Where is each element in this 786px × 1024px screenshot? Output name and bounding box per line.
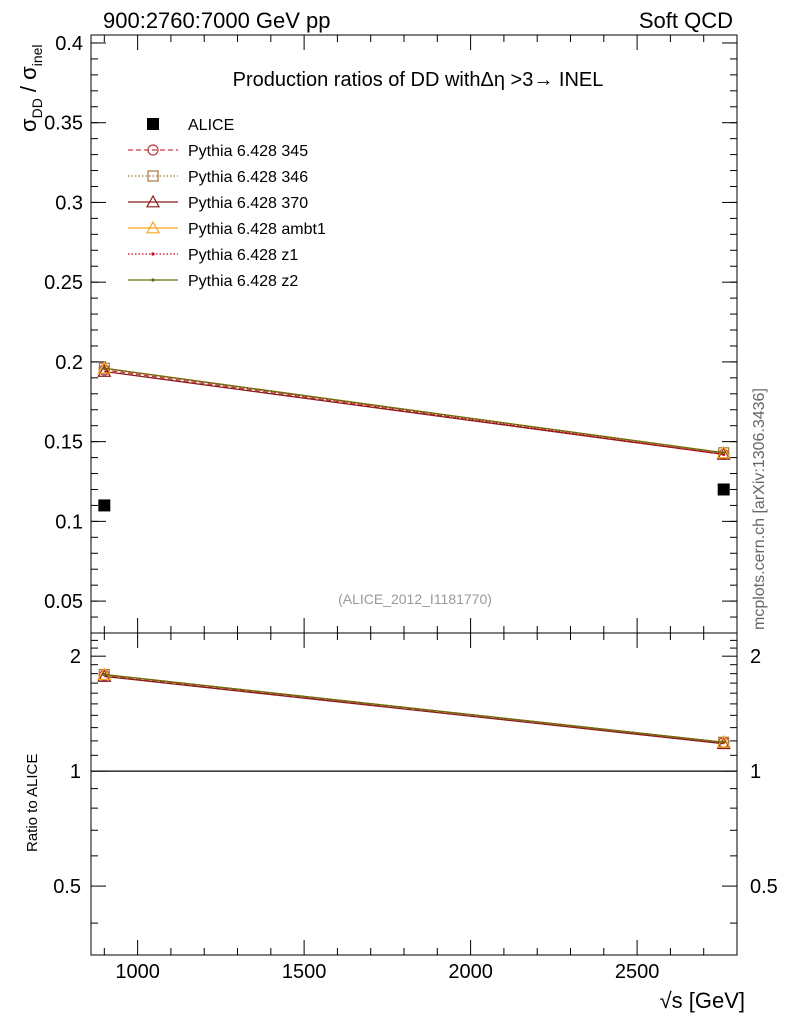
y-label-sub2: inel (29, 44, 45, 66)
legend-marker-2 (147, 170, 159, 182)
ratio-point-5-0 (102, 672, 106, 677)
ratio-y-axis-label: Ratio to ALICE (24, 754, 41, 852)
legend-label-0: ALICE (188, 117, 234, 134)
legend-label-6: Pythia 6.428 z2 (188, 273, 298, 290)
y-tick-label: 0.3 (55, 192, 83, 214)
y-tick-label: 0.1 (55, 511, 83, 533)
ratio-y-tick-label: 0.5 (53, 876, 81, 898)
side-label: mcplots.cern.ch [arXiv:1306.3436] (751, 388, 768, 630)
y-label-sub1: DD (29, 98, 45, 118)
ratio-y-tick-label-right: 2 (750, 646, 761, 668)
y-tick-label: 0.4 (55, 33, 83, 55)
analysis-id: (ALICE_2012_I1181770) (338, 591, 492, 607)
ratio-y-tick-label: 1 (70, 761, 81, 783)
legend-marker-0 (147, 118, 159, 130)
series-line-5 (104, 367, 724, 456)
y-tick-label: 0.05 (44, 591, 83, 613)
header-right: Soft QCD (639, 8, 733, 33)
data-point-6-1 (722, 451, 726, 455)
ratio-y-tick-label-right: 1 (750, 761, 761, 783)
ratio-point-2-1 (716, 736, 731, 750)
y-label-sigma1: σ (16, 118, 41, 132)
legend-label-5: Pythia 6.428 z1 (188, 247, 298, 264)
y-label-sigma2: σ (16, 66, 41, 80)
header-left: 900:2760:7000 GeV pp (103, 8, 331, 33)
data-point-3-0 (97, 364, 112, 377)
ratio-point-2-0 (97, 669, 112, 682)
x-axis-label: √s [GeV] (660, 988, 745, 1013)
data-point-0-1 (717, 483, 730, 496)
x-tick-label: 1500 (282, 961, 327, 983)
legend-label-3: Pythia 6.428 370 (188, 195, 308, 212)
ratio-line-5 (104, 673, 724, 743)
ratio-line-2 (104, 675, 724, 745)
y-tick-label: 0.2 (55, 352, 83, 374)
y-tick-label: 0.35 (44, 113, 83, 135)
y-label-slash: / (16, 80, 41, 98)
legend: ALICE Pythia 6.428 345 Pythia 6.428 346 Pyt… (128, 117, 326, 290)
ratio-series-group (97, 667, 731, 750)
data-point-0-0 (98, 499, 111, 512)
legend-marker-3 (145, 194, 161, 208)
data-point-3-1 (716, 447, 731, 460)
x-tick-label: 1000 (115, 961, 160, 983)
ratio-point-5-1 (722, 740, 726, 744)
data-point-6-0 (102, 366, 106, 370)
y-axis-label: σDD / σinel (16, 44, 45, 132)
legend-label-1: Pythia 6.428 345 (188, 143, 308, 160)
main-axis-ticks: 0.05 0.1 0.15 0.2 0.25 0.3 0.35 0.4 (44, 33, 738, 634)
ratio-y-tick-label: 2 (70, 646, 81, 668)
legend-marker-4 (145, 220, 161, 234)
ratio-panel-frame (90, 632, 738, 956)
legend-marker-1 (147, 144, 159, 156)
ratio-axis-ticks: 0.5 0.5 1 1 2 2 1000 1500 2000 2500 (53, 633, 778, 983)
legend-marker-5 (151, 252, 155, 256)
legend-marker-6 (151, 278, 155, 282)
y-tick-label: 0.25 (44, 272, 83, 294)
x-tick-label: 2000 (448, 961, 493, 983)
y-tick-label: 0.15 (44, 432, 83, 454)
main-series-group (97, 361, 731, 512)
main-title: Production ratios of DD withΔη >3→ INEL (233, 69, 604, 91)
series-line-6 (104, 367, 724, 454)
ratio-y-tick-label-right: 0.5 (750, 876, 778, 898)
series-line-3 (104, 370, 724, 456)
legend-label-2: Pythia 6.428 346 (188, 169, 308, 186)
ratio-point-3-0 (97, 667, 112, 680)
x-tick-label: 2500 (615, 961, 660, 983)
data-point-4-0 (97, 361, 112, 374)
legend-label-4: Pythia 6.428 ambt1 (188, 221, 326, 238)
